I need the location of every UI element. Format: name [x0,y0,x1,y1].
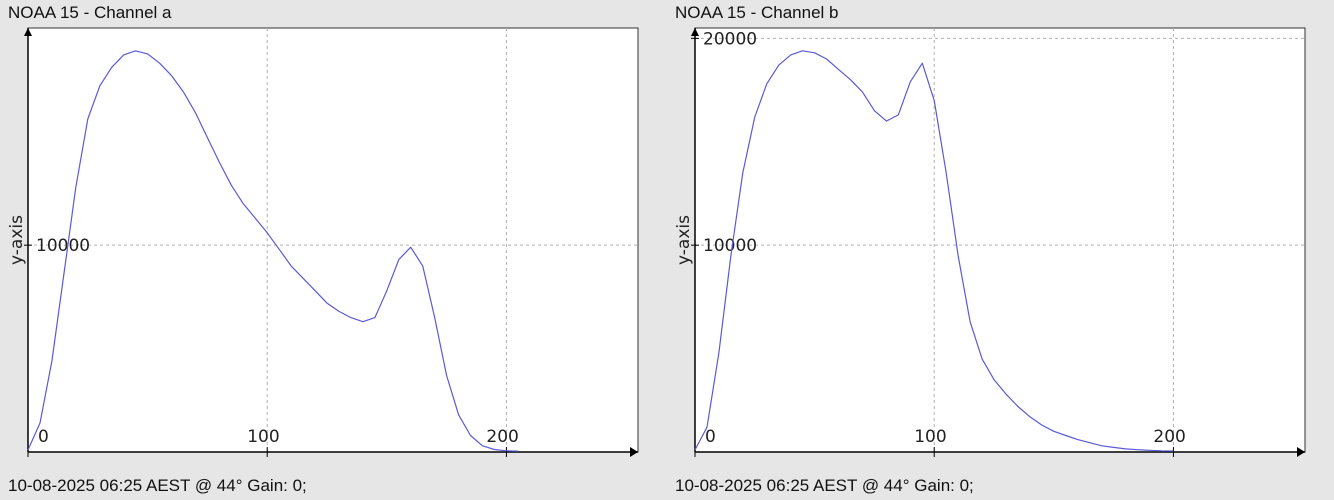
x-tick-label: 0 [38,427,49,447]
plot-area [27,27,639,453]
footer-status: 10-08-2025 06:25 AEST @ 44° Gain: 0; [8,476,307,495]
chart-panel-channel-b: NOAA 15 - Channel b 0 100 200 10000 20000 y-a… [667,0,1334,500]
chart-title: NOAA 15 - Channel b [675,3,839,22]
y-axis-label: y-axis [674,215,694,265]
plot-area [694,27,1306,453]
x-tick-label: 0 [705,427,716,447]
chart-plot: 0 100 200 10000 20000 y-axis [674,27,1306,457]
x-tick-label: 200 [1153,427,1185,447]
y-axis-arrow [24,28,32,36]
x-axis-arrow [630,447,638,457]
series-line [694,50,1174,452]
y-axis-arrow [691,28,699,36]
y-tick-label: 10000 [36,236,90,256]
chart-title: NOAA 15 - Channel a [8,3,172,22]
series-line [27,50,519,452]
x-tick-label: 100 [247,427,279,447]
y-tick-label: 10000 [703,236,757,256]
footer-status: 10-08-2025 06:25 AEST @ 44° Gain: 0; [675,476,974,495]
chart-plot: 0 100 200 10000 y-axis [7,27,639,457]
x-tick-label: 100 [914,427,946,447]
x-axis-arrow [1297,447,1305,457]
y-axis-label: y-axis [7,215,27,265]
chart-panel-channel-a: NOAA 15 - Channel a 0 100 200 10000 y-axis 1… [7,3,639,495]
x-tick-label: 200 [486,427,518,447]
y-tick-label: 20000 [703,29,757,49]
